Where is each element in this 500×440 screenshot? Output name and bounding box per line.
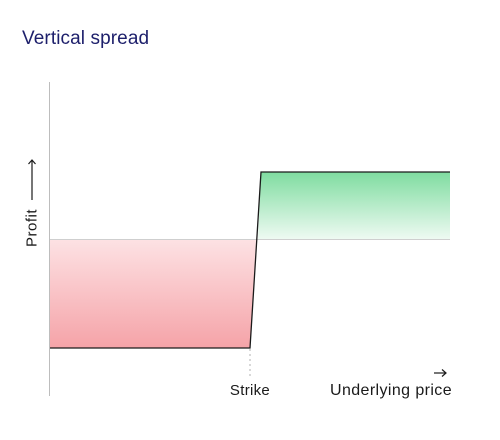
diagram-title: Vertical spread (22, 28, 150, 49)
x-axis-arrow-icon (434, 369, 447, 377)
strike-label: Strike (229, 382, 271, 399)
payoff-line (50, 171, 450, 349)
x-axis-label: Underlying price (329, 382, 452, 399)
y-axis-arrow-icon (28, 159, 36, 200)
profit-region (258, 172, 450, 239)
y-axis-label: Profit (23, 209, 41, 248)
loss-region (50, 239, 256, 348)
